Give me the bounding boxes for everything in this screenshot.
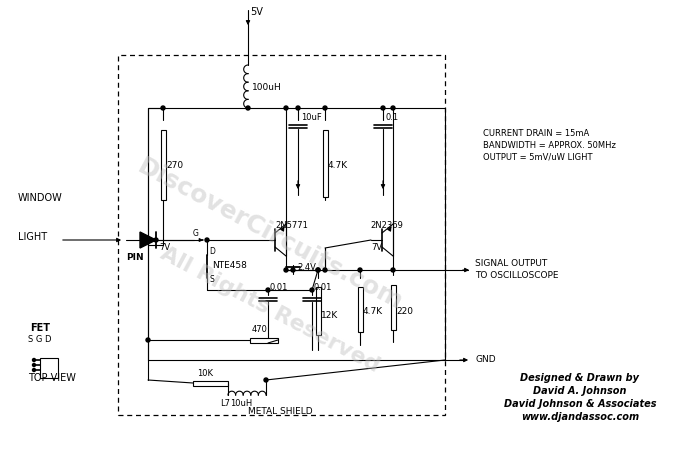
Circle shape (33, 358, 36, 361)
Text: PIN: PIN (127, 252, 144, 261)
Text: 5V: 5V (250, 7, 263, 17)
Text: All Rights Reserved: All Rights Reserved (157, 244, 383, 376)
Bar (118, 55, 445, 415)
Text: 0.01: 0.01 (314, 284, 332, 293)
Text: FET: FET (30, 323, 50, 333)
Text: D: D (209, 247, 215, 256)
Circle shape (154, 238, 158, 242)
Bar (193, 381, 228, 386)
Text: DiscoverCircuits.com: DiscoverCircuits.com (133, 154, 407, 315)
Text: www.djandassoc.com: www.djandassoc.com (521, 412, 639, 422)
Circle shape (33, 368, 36, 371)
Text: CURRENT DRAIN = 15mA: CURRENT DRAIN = 15mA (483, 129, 589, 138)
Text: 2N5771: 2N5771 (275, 221, 308, 230)
Text: TOP VIEW: TOP VIEW (28, 373, 76, 383)
Circle shape (264, 378, 268, 382)
Text: 10uF: 10uF (301, 112, 321, 121)
Text: 2.4V: 2.4V (297, 264, 316, 273)
Circle shape (291, 268, 295, 272)
Circle shape (391, 106, 395, 110)
Text: 4.7K: 4.7K (363, 308, 383, 317)
Bar (358, 287, 363, 332)
Text: 0.01: 0.01 (270, 284, 289, 293)
Circle shape (205, 238, 209, 242)
Text: David Johnson & Associates: David Johnson & Associates (503, 399, 656, 409)
Text: GND: GND (475, 356, 496, 365)
Text: 10uH: 10uH (230, 399, 252, 408)
Circle shape (310, 288, 314, 292)
Text: 12K: 12K (321, 310, 339, 319)
Text: 0.1: 0.1 (386, 112, 399, 121)
Circle shape (358, 268, 362, 272)
Text: G: G (193, 228, 199, 237)
Circle shape (284, 106, 288, 110)
Text: 2N2369: 2N2369 (370, 221, 403, 230)
Circle shape (323, 268, 327, 272)
Circle shape (391, 268, 395, 272)
Text: 470: 470 (252, 326, 268, 334)
Text: David A. Johnson: David A. Johnson (534, 386, 627, 396)
Text: 220: 220 (396, 308, 413, 317)
Circle shape (33, 363, 36, 366)
Bar (40, 358, 58, 378)
Circle shape (266, 288, 270, 292)
Text: S G D: S G D (28, 336, 51, 344)
Circle shape (296, 106, 300, 110)
Circle shape (161, 106, 165, 110)
Circle shape (323, 106, 327, 110)
Circle shape (146, 338, 150, 342)
Text: BANDWIDTH = APPROX. 50MHz: BANDWIDTH = APPROX. 50MHz (483, 140, 616, 149)
Bar (161, 130, 166, 200)
Bar (322, 130, 328, 197)
Bar (315, 287, 321, 335)
Text: 7V: 7V (159, 242, 170, 251)
Text: 270: 270 (166, 160, 183, 169)
Text: 4.7K: 4.7K (328, 160, 348, 169)
Text: 100uH: 100uH (252, 82, 282, 92)
Circle shape (381, 106, 385, 110)
Text: LIGHT: LIGHT (18, 232, 47, 242)
Bar (391, 285, 395, 330)
Bar (250, 337, 278, 342)
Text: L7: L7 (220, 399, 230, 408)
Circle shape (316, 268, 320, 272)
Polygon shape (140, 232, 156, 248)
Text: 7V: 7V (371, 244, 382, 252)
Text: S: S (209, 275, 213, 284)
Circle shape (246, 106, 250, 110)
Circle shape (316, 268, 320, 272)
Text: WINDOW: WINDOW (18, 193, 63, 203)
Text: SIGNAL OUTPUT: SIGNAL OUTPUT (475, 260, 547, 269)
Text: OUTPUT = 5mV/uW LIGHT: OUTPUT = 5mV/uW LIGHT (483, 153, 592, 162)
Text: Designed & Drawn by: Designed & Drawn by (521, 373, 640, 383)
Text: TO OSCILLOSCOPE: TO OSCILLOSCOPE (475, 271, 559, 280)
Text: 10K: 10K (197, 370, 213, 379)
Text: NTE458: NTE458 (212, 260, 247, 270)
Circle shape (284, 268, 288, 272)
Text: METAL SHIELD: METAL SHIELD (248, 408, 313, 416)
